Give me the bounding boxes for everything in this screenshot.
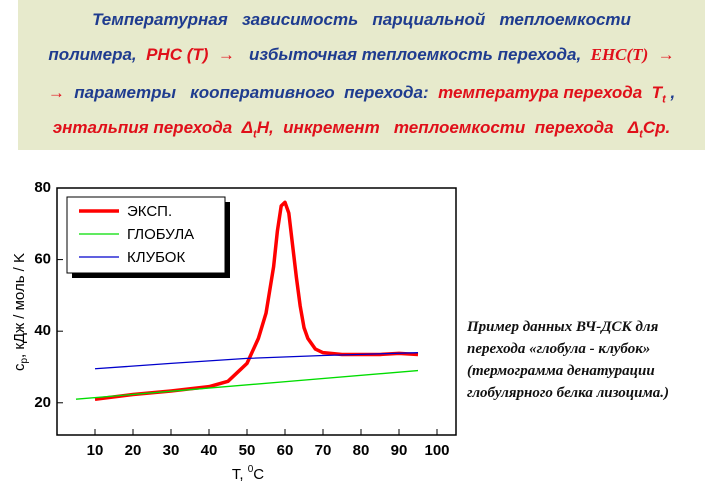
- series-line: [94, 352, 419, 370]
- arrow: →: [47, 83, 75, 102]
- text: , кДж / моль / K: [11, 253, 28, 358]
- text: энтальпия перехода Δ: [52, 118, 254, 137]
- text: Cp.: [642, 118, 671, 137]
- x-tick-label: 60: [277, 442, 294, 459]
- text: Температурная зависимость парциальной те…: [92, 10, 631, 29]
- caption-line: Пример данных ВЧ-ДСК для: [467, 319, 659, 335]
- caption-line: глобулярного белка лизоцима.): [467, 385, 669, 401]
- x-tick-label: 20: [125, 442, 142, 459]
- text: H, инкремент теплоемкости перехода Δ: [256, 118, 640, 137]
- text: T,: [232, 466, 248, 483]
- x-tick-label: 100: [424, 442, 449, 459]
- caption-line: перехода «глобула - клубок»: [467, 341, 651, 357]
- y-tick-label: 20: [34, 394, 51, 411]
- arrow: →: [208, 45, 245, 64]
- x-tick-label: 70: [315, 442, 332, 459]
- subscript: p: [19, 358, 30, 364]
- plot-frame: [56, 187, 457, 436]
- legend-label: ЭКСП.: [127, 203, 172, 220]
- x-axis-label: T, 0C: [232, 464, 264, 483]
- series-line: [75, 369, 419, 400]
- x-tick-label: 30: [163, 442, 180, 459]
- series-line: [94, 200, 419, 401]
- text: полимера,: [48, 45, 147, 64]
- header-line: Температурная зависимость парциальной те…: [18, 10, 705, 30]
- header-line: полимера, PHC (T) → избыточная теплоемко…: [18, 45, 705, 65]
- y-tick-label: 60: [34, 251, 51, 268]
- text: ,: [665, 83, 676, 102]
- x-tick-label: 90: [391, 442, 408, 459]
- y-axis-label: cp, кДж / моль / K: [11, 253, 30, 371]
- arrow: →: [648, 45, 675, 64]
- subscript: t: [639, 128, 643, 141]
- y-tick-label: 40: [34, 322, 51, 339]
- text: температура перехода T: [438, 83, 663, 102]
- subscript: t: [662, 93, 666, 106]
- text: c: [11, 363, 28, 371]
- header-line: энтальпия перехода ΔtH, инкремент теплое…: [18, 118, 705, 140]
- x-tick-label: 50: [239, 442, 256, 459]
- text: параметры кооперативного перехода:: [74, 83, 439, 102]
- text: PHC (T): [146, 45, 209, 64]
- text: C: [253, 466, 264, 483]
- header-line: → параметры кооперативного перехода: тем…: [18, 83, 705, 105]
- y-tick-label: 80: [34, 179, 51, 196]
- text: избыточная теплоемкость перехода,: [244, 45, 591, 64]
- x-tick-label: 10: [87, 442, 104, 459]
- subscript: t: [253, 128, 257, 141]
- header: Температурная зависимость парциальной те…: [18, 0, 705, 150]
- text: EHC(T): [590, 45, 649, 64]
- x-tick-label: 40: [201, 442, 218, 459]
- superscript: 0: [248, 464, 254, 475]
- x-tick-label: 80: [353, 442, 370, 459]
- caption: Пример данных ВЧ-ДСК для перехода «глобу…: [467, 316, 669, 404]
- legend-label: ГЛОБУЛА: [127, 226, 194, 243]
- legend-label: КЛУБОК: [127, 249, 185, 266]
- caption-line: (термограмма денатурации: [467, 363, 655, 379]
